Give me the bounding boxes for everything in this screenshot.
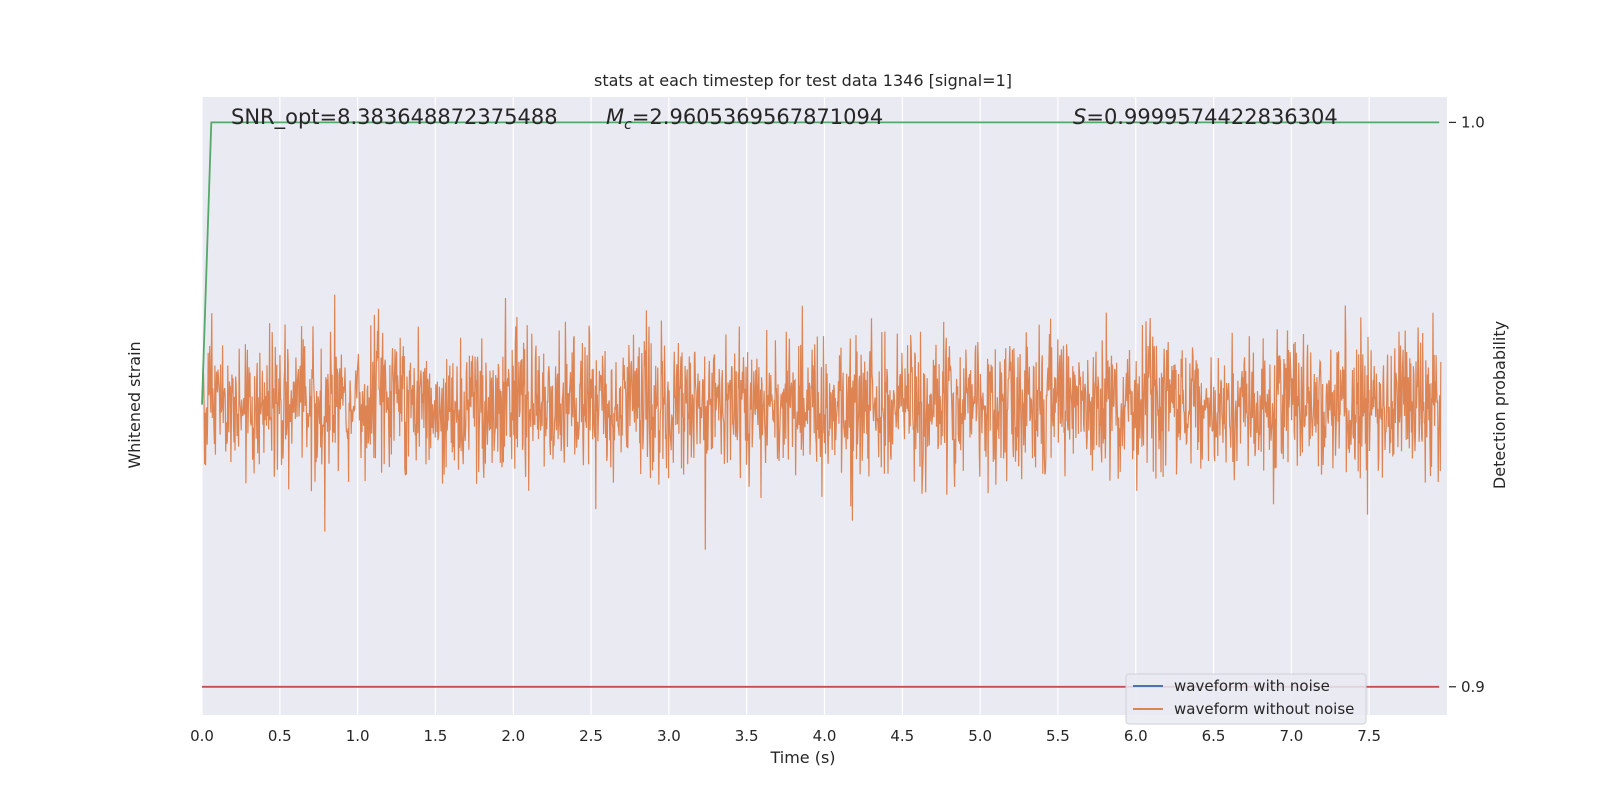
x-tick-label: 7.0 <box>1279 727 1303 745</box>
x-tick-label: 4.5 <box>890 727 914 745</box>
x-tick-label: 5.5 <box>1046 727 1070 745</box>
x-tick-label: 2.0 <box>501 727 525 745</box>
y-left-axis-label: Whitened strain <box>125 341 144 468</box>
x-axis-ticks: 0.0 0.5 1.0 1.5 2.0 2.5 3.0 3.5 4.0 4.5 5.0 5.5 6.0 6… <box>190 727 1381 745</box>
legend-label-without-noise: waveform without noise <box>1174 700 1354 718</box>
s-annotation: S=0.9999574422836304 <box>1073 105 1338 129</box>
x-tick-label: 0.5 <box>268 727 292 745</box>
series-line-right-2 <box>201 121 1440 405</box>
chirp-mass-subscript: c <box>624 117 632 133</box>
legend: waveform with noise waveform without noi… <box>1125 673 1367 725</box>
y-right-tick-label: 0.9 <box>1461 678 1485 696</box>
series-line-waveform-without-noise <box>201 294 1442 550</box>
legend-box <box>1125 673 1367 725</box>
s-value: =0.9999574422836304 <box>1086 105 1337 129</box>
legend-label-with-noise: waveform with noise <box>1174 677 1330 695</box>
chirp-mass-symbol: M <box>606 105 624 129</box>
snr-annotation: SNR_opt=8.383648872375488 <box>231 105 558 130</box>
chirp-mass-annotation: Mc=2.9605369567871094 <box>606 105 883 133</box>
x-tick-label: 1.5 <box>424 727 448 745</box>
x-tick-label: 0.0 <box>190 727 214 745</box>
s-symbol: S <box>1073 105 1086 129</box>
y-right-axis-label: Detection probability <box>1490 321 1509 489</box>
x-tick-label: 6.5 <box>1202 727 1226 745</box>
x-tick-label: 3.0 <box>657 727 681 745</box>
chart-title: stats at each timestep for test data 134… <box>594 71 1012 90</box>
x-tick-label: 7.5 <box>1357 727 1381 745</box>
x-tick-label: 3.5 <box>735 727 759 745</box>
x-axis-label: Time (s) <box>769 748 835 767</box>
chirp-mass-value: =2.9605369567871094 <box>632 105 883 129</box>
x-tick-label: 6.0 <box>1124 727 1148 745</box>
x-tick-label: 1.0 <box>346 727 370 745</box>
y-right-axis-ticks: 0.9 1.0 <box>1449 113 1485 696</box>
x-tick-label: 2.5 <box>579 727 603 745</box>
y-right-tick-label: 1.0 <box>1461 113 1485 131</box>
x-tick-label: 4.0 <box>813 727 837 745</box>
x-tick-label: 5.0 <box>968 727 992 745</box>
